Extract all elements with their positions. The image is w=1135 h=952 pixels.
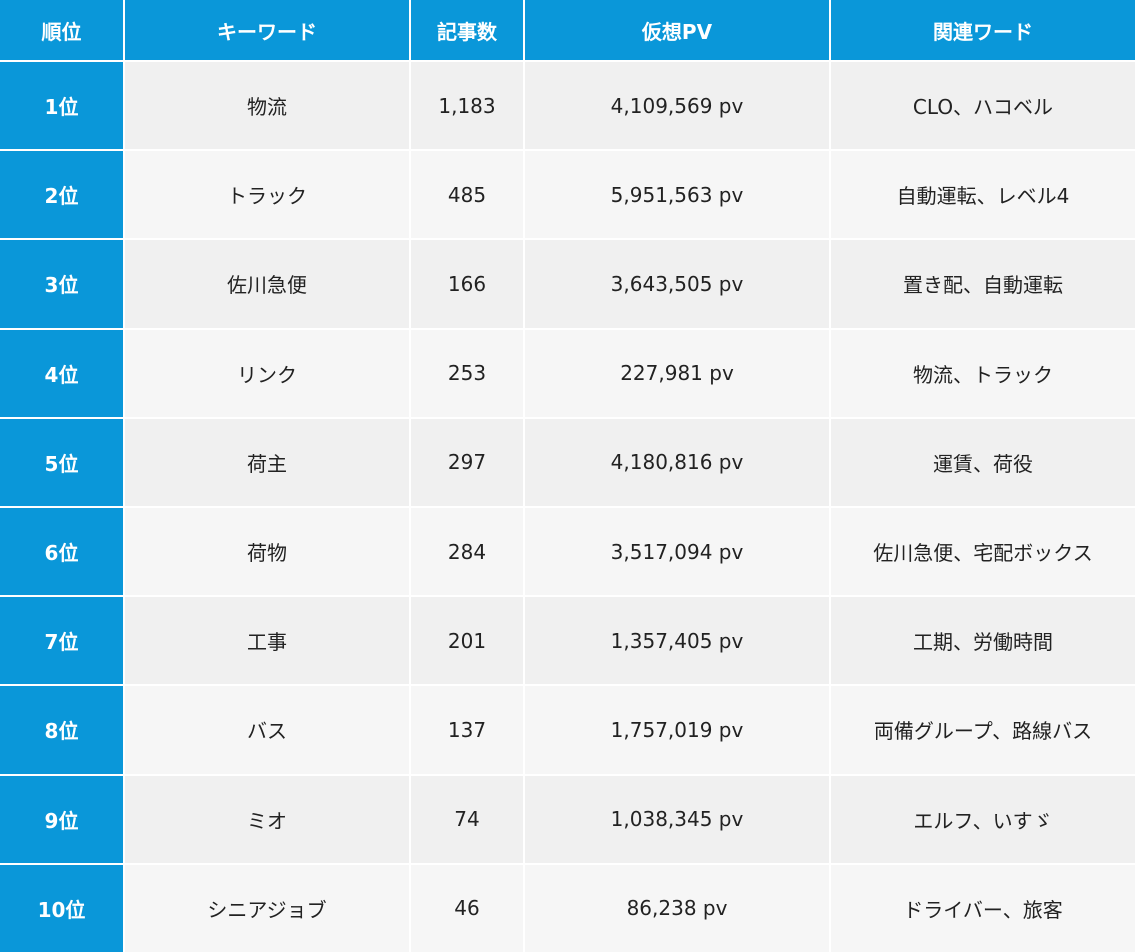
table-cell: 物流: [125, 62, 409, 150]
rank-cell: 9位: [0, 775, 123, 863]
header-cell: 仮想PV: [525, 0, 829, 60]
rank-cell: 1位: [0, 62, 123, 150]
table-cell: エルフ、いすゞ: [831, 775, 1135, 863]
table-cell: トラック: [125, 151, 409, 239]
table-cell: 86,238 pv: [525, 864, 829, 952]
rank-cell: 6位: [0, 507, 123, 596]
rank-cell: 8位: [0, 686, 123, 774]
table-cell: 5,951,563 pv: [525, 151, 829, 239]
table-cell: リンク: [125, 329, 409, 417]
table-cell: 137: [411, 686, 523, 774]
table-cell: 253: [411, 329, 523, 417]
header-cell: キーワード: [125, 0, 409, 60]
table-cell: 201: [411, 597, 523, 685]
table-cell: 佐川急便、宅配ボックス: [831, 507, 1135, 596]
table-cell: 1,038,345 pv: [525, 775, 829, 863]
table-cell: 1,183: [411, 62, 523, 150]
table-cell: 3,517,094 pv: [525, 507, 829, 596]
table-cell: 485: [411, 151, 523, 239]
table-cell: 荷主: [125, 418, 409, 506]
table-cell: 227,981 pv: [525, 329, 829, 417]
table-cell: 運賃、荷役: [831, 418, 1135, 506]
table-cell: 1,357,405 pv: [525, 597, 829, 685]
table-cell: 物流、トラック: [831, 329, 1135, 417]
table-cell: ミオ: [125, 775, 409, 863]
table-cell: ドライバー、旅客: [831, 864, 1135, 952]
table-cell: 自動運転、レベル4: [831, 151, 1135, 239]
table-cell: 工事: [125, 597, 409, 685]
header-cell: 順位: [0, 0, 123, 60]
rank-cell: 4位: [0, 329, 123, 417]
header-cell: 関連ワード: [831, 0, 1135, 60]
table-cell: バス: [125, 686, 409, 774]
table-cell: 4,109,569 pv: [525, 62, 829, 150]
header-cell: 記事数: [411, 0, 523, 60]
rank-cell: 3位: [0, 240, 123, 328]
table-cell: 1,757,019 pv: [525, 686, 829, 774]
table-cell: 297: [411, 418, 523, 506]
table-cell: 74: [411, 775, 523, 863]
table-cell: シニアジョブ: [125, 864, 409, 952]
table-cell: 荷物: [125, 507, 409, 596]
rank-cell: 2位: [0, 151, 123, 239]
rank-cell: 7位: [0, 597, 123, 685]
table-cell: 166: [411, 240, 523, 328]
table-cell: 工期、労働時間: [831, 597, 1135, 685]
table-cell: 4,180,816 pv: [525, 418, 829, 506]
table-cell: 284: [411, 507, 523, 596]
table-cell: 置き配、自動運転: [831, 240, 1135, 328]
table-cell: CLO、ハコベル: [831, 62, 1135, 150]
rank-cell: 5位: [0, 418, 123, 506]
table-cell: 佐川急便: [125, 240, 409, 328]
table-cell: 46: [411, 864, 523, 952]
table-cell: 3,643,505 pv: [525, 240, 829, 328]
table-cell: 両備グループ、路線バス: [831, 686, 1135, 774]
rank-cell: 10位: [0, 864, 123, 952]
